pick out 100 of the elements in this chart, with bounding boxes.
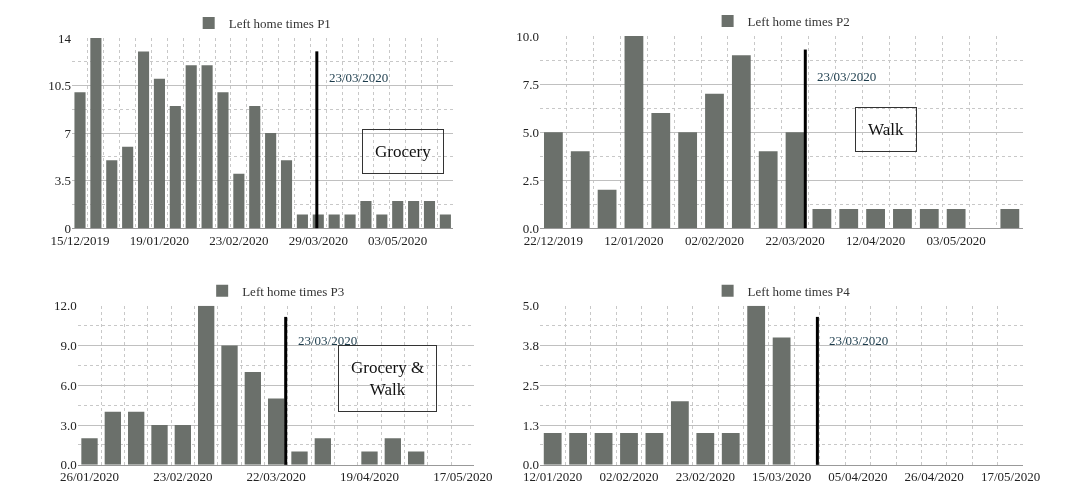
bar	[721, 433, 740, 465]
bar	[81, 438, 98, 465]
bar	[280, 160, 293, 229]
x-tick-label: 23/02/2020	[153, 469, 213, 485]
bar	[866, 208, 885, 229]
bar	[169, 105, 181, 229]
bar	[384, 438, 401, 465]
x-tick-label: 03/05/2020	[368, 232, 428, 248]
y-tick-label: 10.0	[516, 28, 539, 44]
bar	[543, 132, 563, 229]
bar	[244, 372, 261, 465]
x-tick-label: 05/04/2020	[828, 469, 888, 485]
bar	[221, 345, 238, 465]
bar	[90, 38, 102, 229]
bar	[570, 151, 590, 229]
bar	[651, 112, 671, 229]
bar	[594, 433, 613, 465]
bar	[296, 214, 308, 229]
bar	[696, 433, 715, 465]
bar	[328, 214, 340, 229]
annotation: Grocery & Walk	[351, 358, 425, 400]
bar	[392, 201, 404, 229]
bar	[543, 433, 562, 465]
bar	[620, 433, 638, 465]
legend-label: Left home times P4	[747, 283, 851, 299]
bar	[812, 208, 832, 229]
bar	[747, 305, 766, 465]
bar	[772, 337, 791, 465]
bar	[128, 411, 145, 465]
x-tick-label: 19/01/2020	[129, 232, 190, 248]
y-tick-label: 3.0	[60, 417, 77, 433]
bar	[265, 133, 277, 229]
legend-label: Left home times P3	[242, 283, 345, 299]
bar	[314, 438, 331, 465]
bar	[785, 132, 805, 229]
bar	[408, 201, 420, 229]
bar	[122, 146, 134, 229]
bar	[201, 65, 213, 229]
annotation: 23/03/2020	[817, 69, 877, 84]
x-tick-label: 29/03/2020	[288, 232, 348, 248]
x-tick-label: 22/03/2020	[246, 469, 306, 485]
y-tick-label: 1.3	[522, 417, 539, 433]
x-tick-label: 02/02/2020	[599, 469, 659, 485]
bar	[268, 398, 285, 465]
annotation: 23/03/2020	[329, 70, 389, 85]
bar	[678, 132, 698, 229]
x-tick-label: 22/03/2020	[765, 232, 825, 248]
y-tick-label: 12.0	[54, 298, 77, 314]
bar	[185, 65, 197, 229]
x-tick-label: 23/02/2020	[675, 469, 735, 485]
x-tick-label: 26/04/2020	[904, 469, 964, 485]
bar	[217, 92, 229, 229]
y-tick-label: 6.0	[60, 377, 77, 393]
bar	[153, 78, 165, 229]
annotation: Grocery	[375, 142, 432, 161]
y-tick-label: 5.0	[522, 124, 539, 140]
annotation: Walk	[868, 120, 904, 139]
y-tick-label: 2.5	[522, 172, 539, 188]
y-tick-label: 2.5	[522, 377, 539, 393]
bar	[439, 214, 451, 229]
x-tick-label: 12/01/2020	[604, 232, 664, 248]
bar	[758, 151, 778, 229]
bar	[151, 425, 168, 465]
bar	[104, 411, 122, 465]
bar	[106, 160, 118, 229]
x-tick-label: 19/04/2020	[339, 469, 400, 485]
y-tick-label: 3.5	[54, 173, 72, 189]
bar	[624, 36, 644, 229]
y-tick-label: 14	[58, 30, 72, 46]
bar	[137, 51, 150, 229]
x-tick-label: 02/02/2020	[684, 232, 745, 248]
bar	[74, 92, 86, 229]
bar	[344, 214, 356, 229]
bar	[569, 433, 588, 465]
bar	[893, 208, 912, 229]
bar	[705, 93, 724, 229]
legend-label: Left home times P1	[228, 16, 331, 32]
annotation: 23/03/2020	[829, 333, 889, 348]
bar	[731, 55, 751, 229]
bar	[919, 208, 939, 229]
bar	[423, 201, 436, 229]
bar	[233, 173, 245, 229]
y-tick-label: 9.0	[60, 338, 77, 354]
legend-label: Left home times P2	[747, 14, 850, 30]
bar	[1000, 208, 1020, 229]
x-tick-label: 17/05/2020	[433, 469, 493, 485]
y-tick-label: 5.0	[522, 298, 539, 314]
y-tick-label: 7.5	[522, 76, 539, 92]
bar	[361, 451, 378, 465]
bar	[597, 189, 617, 229]
bar	[198, 305, 215, 465]
x-tick-label: 17/05/2020	[980, 469, 1041, 485]
x-tick-label: 23/02/2020	[209, 232, 269, 248]
bar	[946, 208, 966, 229]
x-tick-label: 12/04/2020	[845, 232, 906, 248]
bar	[645, 433, 664, 465]
x-tick-label: 15/03/2020	[752, 469, 812, 485]
x-tick-label: 03/05/2020	[926, 232, 986, 248]
y-tick-label: 3.8	[522, 338, 539, 354]
bar	[839, 208, 859, 229]
